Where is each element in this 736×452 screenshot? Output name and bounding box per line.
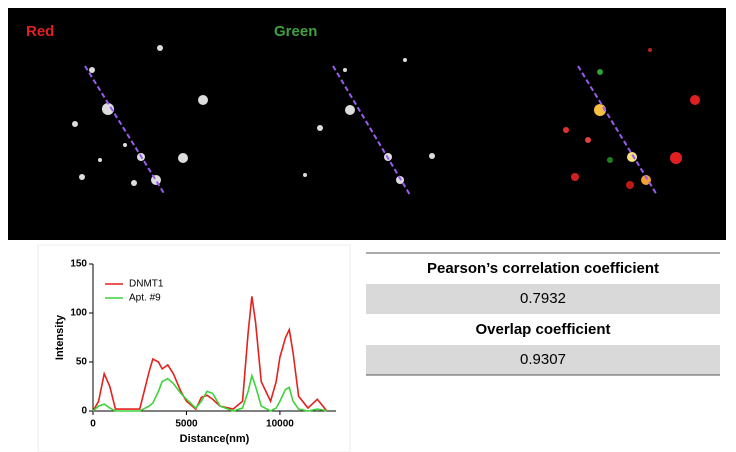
figure: Red Green 0 50 100 150 0 5000 10000 Distance(nm… [0,0,736,452]
x-tick-label: 5000 [175,419,198,430]
y-axis-label: Intensity [54,314,66,360]
y-tick-label: 0 [81,406,87,417]
y-tick-label: 150 [70,259,87,270]
x-tick-label: 0 [90,419,96,430]
table: Pearson’s correlation coefficient 0.7932… [366,253,720,375]
channel-label: Green [274,23,317,40]
y-tick-label: 50 [76,357,88,368]
x-tick-label: 10000 [266,419,294,430]
y-tick-label: 100 [70,308,87,319]
figure-canvas: Red Green 0 50 100 150 0 5000 10000 Distance(nm… [0,0,736,452]
legend-label: DNMT1 [129,279,164,290]
table-cell: 0.7932 [520,290,566,307]
legend-label: Apt. #9 [129,293,161,304]
table-header: Overlap coefficient [475,321,610,338]
x-axis-label: Distance(nm) [180,433,250,445]
channel-label: Red [26,23,54,40]
table-cell: 0.9307 [520,351,566,368]
table-header: Pearson’s correlation coefficient [427,260,659,277]
